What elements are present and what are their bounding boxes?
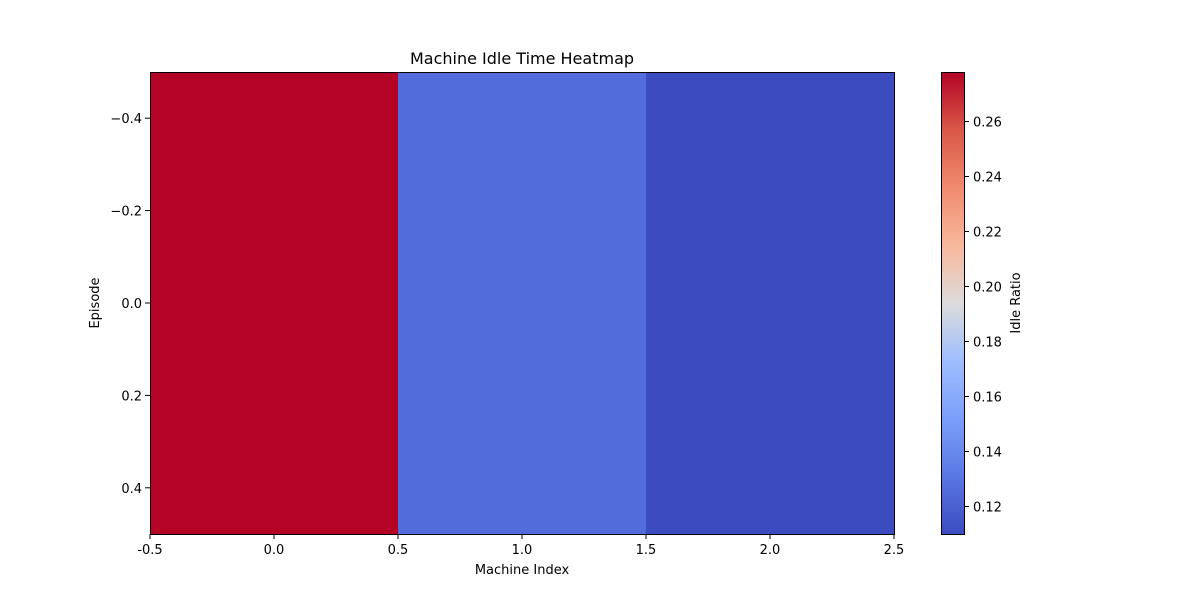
y-tick-label: −0.2 <box>110 205 142 220</box>
heatmap-cells <box>150 72 894 534</box>
x-tick-label: 0.5 <box>388 543 409 558</box>
colorbar-tick-label: 0.12 <box>973 501 1002 516</box>
chart-title: Machine Idle Time Heatmap <box>410 49 634 68</box>
x-axis-label: Machine Index <box>475 563 570 578</box>
colorbar-tick-label: 0.14 <box>973 446 1002 461</box>
y-tick-label: 0.2 <box>121 389 142 404</box>
y-tick-label: 0.0 <box>121 297 142 312</box>
x-tick-label: -0.5 <box>137 543 162 558</box>
colorbar-tick-label: 0.20 <box>973 281 1002 296</box>
colorbar-tick-label: 0.22 <box>973 226 1002 241</box>
heatmap-cell <box>150 72 398 534</box>
colorbar-tick-label: 0.26 <box>973 116 1002 131</box>
x-tick-label: 2.0 <box>760 543 781 558</box>
colorbar-tick-label: 0.16 <box>973 391 1002 406</box>
heatmap-cell <box>646 72 894 534</box>
colorbar-tick-label: 0.24 <box>973 171 1002 186</box>
x-axis-ticks: -0.5 0.0 0.5 1.0 1.5 2.0 2.5 <box>137 534 904 558</box>
colorbar <box>941 72 965 535</box>
y-axis-label: Episode <box>88 277 103 328</box>
colorbar-ticks: 0.12 0.14 0.16 0.18 0.20 0.22 0.24 0.26 <box>964 116 1002 516</box>
colorbar-label: Idle Ratio <box>1009 272 1024 333</box>
x-tick-label: 1.5 <box>636 543 657 558</box>
y-axis-ticks: −0.4 −0.2 0.0 0.2 0.4 <box>110 112 150 497</box>
x-tick-label: 1.0 <box>512 543 533 558</box>
colorbar-tick-label: 0.18 <box>973 336 1002 351</box>
x-tick-label: 0.0 <box>264 543 285 558</box>
y-tick-label: −0.4 <box>110 112 142 127</box>
y-tick-label: 0.4 <box>121 482 142 497</box>
heatmap-cell <box>398 72 646 534</box>
x-tick-label: 2.5 <box>884 543 905 558</box>
